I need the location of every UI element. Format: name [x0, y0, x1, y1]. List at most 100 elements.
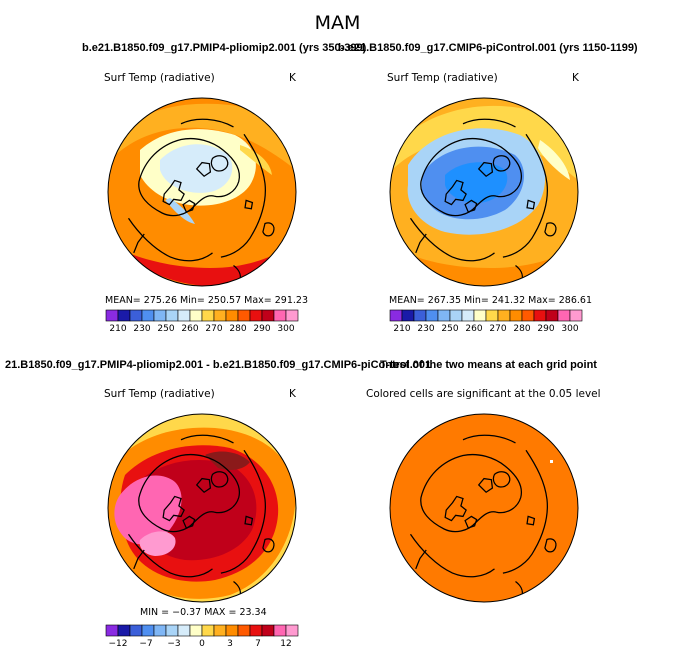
- panel-top-left-variable: Surf Temp (radiative): [104, 72, 215, 84]
- colorbar-top-left-tick-label: 300: [277, 324, 294, 334]
- colorbar-top-right-swatch: [437, 309, 451, 322]
- colorbar-top-left-swatch: [177, 309, 191, 322]
- panel-top-right-units: K: [572, 72, 579, 84]
- colorbar-top-right-tick-label: 280: [513, 324, 530, 334]
- colorbar-top-left-tick-label: 290: [253, 324, 270, 334]
- colorbar-top-left-swatch: [117, 309, 131, 322]
- colorbar-bottom-left-swatch: [117, 624, 131, 637]
- map-top-right-border: [389, 97, 579, 287]
- colorbar-bottom-left-tick-label: 12: [280, 639, 291, 649]
- colorbar-top-left-swatch: [213, 309, 227, 322]
- colorbar-top-right-swatch: [557, 309, 571, 322]
- colorbar-top-right-swatch: [389, 309, 403, 322]
- colorbar-bottom-left-swatch: [129, 624, 143, 637]
- colorbar-bottom-left-swatch: [249, 624, 263, 637]
- colorbar-top-left-swatch: [153, 309, 167, 322]
- ttest-heading: T-test of the two means at each grid poi…: [380, 359, 597, 371]
- colorbar-top-right-swatch: [473, 309, 487, 322]
- map-top-left-zone-cold: [160, 144, 233, 193]
- colorbar-bottom-left-tick-label: −7: [139, 639, 152, 649]
- panel-top-left-units: K: [289, 72, 296, 84]
- colorbar-top-right-swatch: [425, 309, 439, 322]
- colorbar-bottom-left-swatch: [165, 624, 179, 637]
- colorbar-bottom-left-swatch: [225, 624, 239, 637]
- panel-top-left-stats: MEAN= 275.26 Min= 250.57 Max= 291.23: [105, 295, 309, 306]
- colorbar-top-right-swatch: [401, 309, 415, 322]
- colorbar-top-left-swatch: [141, 309, 155, 322]
- colorbar-top-left-swatch: [225, 309, 239, 322]
- panel-bottom-left-units: K: [289, 388, 296, 400]
- map-top-left-zone-mid: [108, 103, 296, 170]
- colorbar-top-right-swatch: [413, 309, 427, 322]
- colorbar-top-right-tick-label: 300: [561, 324, 578, 334]
- colorbar-top-left-tick-label: 280: [229, 324, 246, 334]
- colorbar-top-right-swatch: [545, 309, 559, 322]
- map-top-left-border: [107, 97, 297, 287]
- panel-bottom-left-variable: Surf Temp (radiative): [104, 388, 215, 400]
- colorbar-top-left-swatch: [237, 309, 251, 322]
- colorbar-top-left-swatch: [261, 309, 275, 322]
- colorbar-top-right-swatch: [569, 309, 583, 322]
- colorbar-top-left-swatch: [129, 309, 143, 322]
- colorbar-bottom-left-swatch: [105, 624, 119, 637]
- colorbar-bottom-left-swatch: [273, 624, 287, 637]
- colorbar-bottom-left-swatch: [153, 624, 167, 637]
- colorbar-top-right-swatch: [449, 309, 463, 322]
- colorbar-bottom-left-swatch: [261, 624, 275, 637]
- colorbar-top-left-swatch: [249, 309, 263, 322]
- case-title-right: b.e21.B1850.f09_g17.CMIP6-piControl.001 …: [338, 42, 638, 54]
- panel-bottom-right-caption: Colored cells are significant at the 0.0…: [366, 388, 601, 400]
- page-title: MAM: [314, 12, 361, 34]
- colorbar-bottom-left-swatch: [201, 624, 215, 637]
- colorbar-top-right-swatch: [509, 309, 523, 322]
- colorbar-top-right-tick-label: 270: [489, 324, 506, 334]
- colorbar-bottom-left-tick-label: −3: [167, 639, 180, 649]
- colorbar-bottom-left-swatch: [189, 624, 203, 637]
- colorbar-top-right-tick-label: 210: [393, 324, 410, 334]
- colorbar-bottom-left-tick-label: 7: [255, 639, 261, 649]
- map-bottom-left-zone-hottest2: [139, 531, 176, 556]
- map-bottom-right-insignificant-cell: [550, 460, 553, 463]
- colorbar-top-left-swatch: [189, 309, 203, 322]
- colorbar-top-left-swatch: [105, 309, 119, 322]
- map-top-right: [390, 98, 578, 286]
- difference-heading: 21.B1850.f09_g17.PMIP4-pliomip2.001 - b.…: [5, 359, 432, 371]
- colorbar-bottom-left-swatch: [285, 624, 299, 637]
- map-top-right-zone-mid2: [538, 140, 570, 180]
- colorbar-top-right-swatch: [461, 309, 475, 322]
- map-bottom-left-zone-hottest: [114, 475, 182, 545]
- panel-bottom-left-stats: MIN = −0.37 MAX = 23.34: [140, 607, 267, 618]
- colorbar-bottom-left-tick-label: 3: [227, 639, 233, 649]
- colorbar-top-left-swatch: [165, 309, 179, 322]
- colorbar-top-right-swatch: [521, 309, 535, 322]
- colorbar-top-right-tick-label: 250: [441, 324, 458, 334]
- colorbar-top-left-tick-label: 210: [109, 324, 126, 334]
- map-bottom-right-significance: [390, 414, 578, 602]
- colorbar-top-right-tick-label: 290: [537, 324, 554, 334]
- colorbar-top-left: 210 230 250 260 270 280 290 300: [105, 309, 299, 334]
- panel-top-right-stats: MEAN= 267.35 Min= 241.32 Max= 286.61: [389, 295, 593, 306]
- colorbar-bottom-left-tick-label: 0: [199, 639, 205, 649]
- colorbar-top-left-swatch: [201, 309, 215, 322]
- colorbar-bottom-left-swatch: [177, 624, 191, 637]
- colorbar-top-left-swatch: [273, 309, 287, 322]
- map-top-left-zone-colder: [165, 198, 195, 224]
- map-bottom-left: [108, 414, 296, 602]
- map-bottom-right-border: [389, 413, 579, 603]
- colorbar-bottom-left-swatch: [213, 624, 227, 637]
- colorbar-bottom-left-swatch: [141, 624, 155, 637]
- colorbar-top-right-swatch: [497, 309, 511, 322]
- colorbar-top-right-tick-label: 230: [417, 324, 434, 334]
- map-bottom-right: [390, 414, 578, 602]
- colorbar-top-right: 210 230 250 260 270 280 290 300: [389, 309, 583, 334]
- colorbar-top-right-swatch: [533, 309, 547, 322]
- map-top-right-zone-mid: [390, 105, 578, 180]
- colorbar-top-left-tick-label: 260: [181, 324, 198, 334]
- colorbar-top-right-tick-label: 260: [465, 324, 482, 334]
- map-bottom-left-zone-dark: [205, 451, 250, 470]
- colorbar-top-left-tick-label: 270: [205, 324, 222, 334]
- map-bottom-left-border: [107, 413, 297, 603]
- colorbar-bottom-left-tick-label: −12: [109, 639, 128, 649]
- colorbar-top-left-tick-label: 230: [133, 324, 150, 334]
